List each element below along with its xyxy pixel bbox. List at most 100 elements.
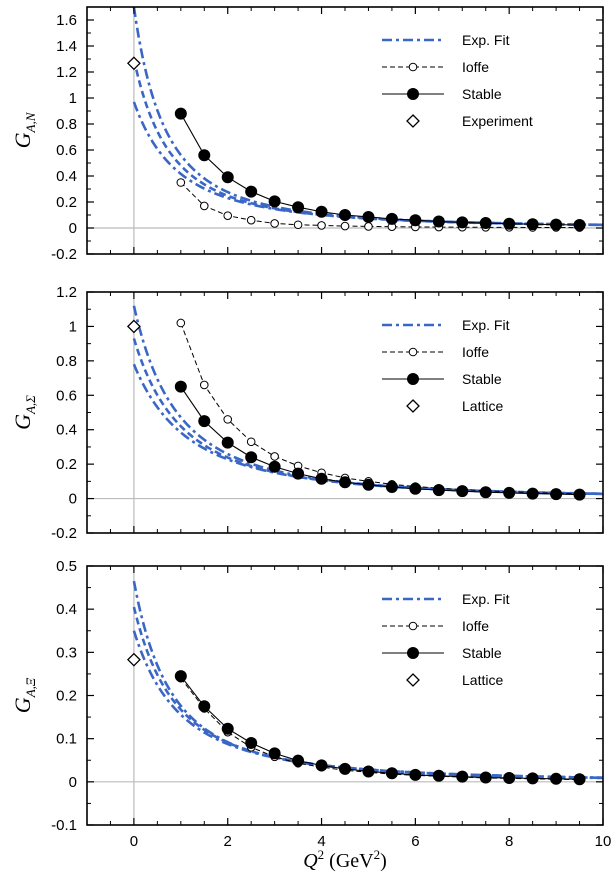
y-tick-label: 0.4 [56, 422, 77, 439]
legend-label-diamond: Experiment [462, 113, 533, 129]
ioffe-point [293, 220, 303, 230]
ioffe-point [199, 380, 209, 390]
x-tick-label: 0 [130, 833, 138, 850]
exp-fit-curve [132, 580, 603, 780]
ioffe-point [270, 219, 279, 228]
exp-fit-curve [132, 305, 603, 496]
stable-point [245, 736, 258, 749]
legend-label-diamond: Lattice [462, 398, 503, 414]
stable-point [339, 762, 351, 775]
y-tick-label: 0 [69, 774, 77, 791]
stable-point [268, 460, 281, 473]
stable-point [221, 722, 234, 735]
y-tick-label: 0.8 [56, 116, 77, 133]
legend-label-stable: Stable [462, 371, 502, 387]
stable-point [409, 214, 422, 227]
x-tick-label: 4 [317, 833, 325, 850]
stable-point [479, 486, 492, 499]
stable-point [362, 478, 375, 491]
y-tick-label: 1.6 [56, 12, 77, 29]
ioffe-point [270, 452, 279, 461]
experiment-marker [126, 56, 141, 71]
stable-point [432, 484, 445, 497]
x-axis-label-unit-close: ) [380, 850, 387, 872]
panel-top: -0.2 0 0.2 0.4 0.6 0.8 1 1.2 1.4 1.6 GA,N Exp. Fit I… [10, 6, 604, 263]
legend: Exp. Fit Ioffe Stable Lattice [382, 591, 510, 688]
legend-marker-diamond [406, 673, 420, 687]
y-tick-label: -0.1 [51, 817, 77, 834]
y-tick-label: 1 [69, 90, 77, 107]
stable-point [174, 380, 187, 393]
y-tick-label: 1 [69, 318, 77, 335]
stable-point [526, 487, 539, 500]
legend: Exp. Fit Ioffe Stable Lattice [382, 317, 510, 414]
y-axis-label: GA,Ξ [10, 677, 38, 713]
y-tick-label: 0.1 [56, 731, 77, 748]
y-tick-label: 0.6 [56, 387, 77, 404]
legend-marker-ioffe [408, 62, 418, 72]
stable-point [221, 171, 234, 184]
y-tick-label: 0 [69, 220, 77, 237]
y-tick-label: 0.8 [56, 353, 77, 370]
lattice-marker [126, 652, 141, 667]
stable-point [174, 670, 187, 683]
y-tick-label: 0.3 [56, 644, 77, 661]
ioffe-line [180, 182, 580, 229]
stable-point [503, 217, 516, 230]
ioffe-point [176, 178, 186, 187]
legend-label-ioffe: Ioffe [462, 59, 489, 75]
lattice-marker [126, 319, 141, 334]
exp-fit-curve [132, 606, 603, 780]
y-axis-label-subscript: A,N [23, 111, 38, 133]
ioffe-point [340, 221, 350, 231]
stable-point [409, 482, 422, 495]
stable-point [503, 486, 516, 499]
stable-point [526, 772, 539, 785]
stable-point [479, 771, 492, 784]
legend: Exp. Fit Ioffe Stable Experiment [382, 32, 533, 129]
stable-line [180, 113, 580, 226]
x-tick-label: 2 [224, 833, 232, 850]
stable-point [268, 195, 281, 208]
y-tick-label: 0.2 [56, 194, 77, 211]
stable-point [198, 149, 211, 162]
legend-marker-stable [407, 373, 419, 385]
stable-point [315, 759, 328, 772]
ioffe-point [223, 211, 233, 220]
y-tick-label: 0.4 [56, 601, 77, 618]
legend-marker-stable [407, 647, 419, 659]
legend-label-ioffe: Ioffe [462, 618, 489, 634]
y-tick-label: -0.2 [51, 246, 77, 263]
stable-point [550, 488, 563, 501]
stable-point [292, 201, 305, 214]
stable-point [174, 107, 187, 120]
stable-point [550, 218, 563, 231]
y-axis-label-subscript: A,Ξ [23, 677, 38, 698]
y-tick-label: 0 [69, 491, 77, 508]
stable-point [456, 216, 469, 229]
stable-point [339, 209, 351, 221]
stable-point [409, 768, 422, 781]
stable-point [503, 771, 516, 784]
stable-point [550, 772, 563, 785]
ioffe-point [223, 415, 233, 424]
x-axis-label-sup: 2 [318, 847, 325, 862]
stable-point [573, 488, 586, 501]
stable-point [385, 481, 398, 494]
y-tick-label: 1.2 [56, 64, 77, 81]
stable-point [221, 436, 234, 449]
stable-point [432, 769, 445, 782]
stable-point [362, 765, 375, 778]
ioffe-line [180, 322, 580, 495]
x-axis-label: Q2 (GeV2) [303, 847, 387, 872]
y-axis-label-main: G [10, 132, 35, 148]
y-tick-label: 0.4 [56, 168, 77, 185]
legend-marker-stable [407, 88, 419, 100]
ioffe-point [364, 222, 373, 231]
stable-line [180, 675, 580, 780]
exp-fit-curve [132, 58, 603, 227]
y-axis-label: GA,N [10, 111, 38, 148]
legend-label-exp-fit: Exp. Fit [462, 591, 510, 607]
legend-marker-diamond [406, 399, 420, 413]
